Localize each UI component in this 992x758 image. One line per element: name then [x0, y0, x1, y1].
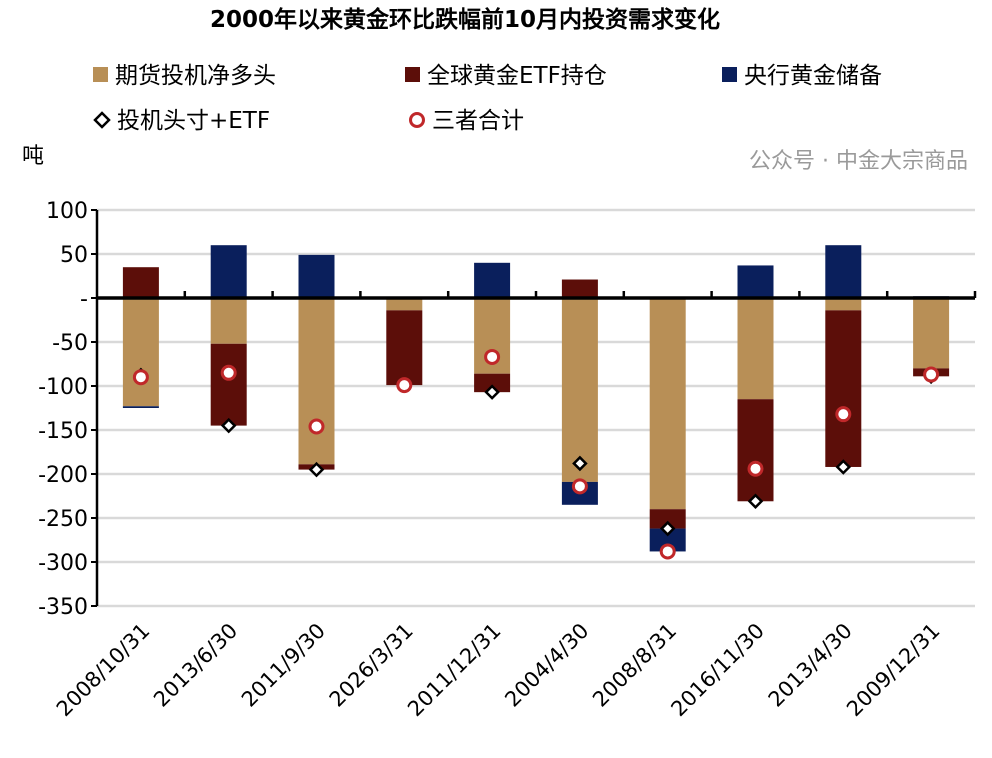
bar-segment — [913, 298, 950, 369]
bar-segment — [386, 310, 423, 386]
bar-segment — [386, 298, 423, 311]
bar-segment — [825, 310, 862, 467]
legend-label: 期货投机净多头 — [115, 63, 276, 89]
y-tick-label: -350 — [38, 595, 88, 620]
circle-marker — [132, 369, 149, 386]
legend-circle-icon — [409, 112, 425, 128]
chart-title: 2000年以来黄金环比跌幅前10月内投资需求变化 — [210, 6, 720, 33]
circle-marker — [835, 406, 852, 423]
x-tick-label: 2016/11/30 — [666, 619, 769, 722]
y-tick-label: 100 — [46, 199, 88, 224]
x-tick-label: 2026/3/31 — [325, 619, 418, 712]
x-tick-label: 2011/12/31 — [403, 619, 506, 722]
legend-swatch — [722, 67, 737, 82]
legend-label: 三者合计 — [432, 108, 524, 134]
diamond-marker — [835, 459, 852, 475]
bar-segment — [210, 343, 247, 426]
x-tick-label: 2009/12/31 — [842, 619, 945, 722]
bar-segment — [561, 279, 598, 298]
x-tick-label: 2013/6/30 — [149, 619, 242, 712]
diamond-marker — [572, 455, 588, 472]
legend-label: 投机头寸+ETF — [117, 108, 270, 134]
legend-swatch — [93, 67, 108, 82]
bar-segment — [649, 509, 686, 529]
y-tick-label: -300 — [38, 551, 88, 576]
circle-marker — [220, 364, 237, 381]
x-tick-labels: 2008/10/312013/6/302011/9/302026/3/31201… — [52, 619, 945, 722]
y-axis-label: 吨 — [22, 144, 44, 169]
axes: 100 50 - -50 -100 -150 -200 -250 -300 -350 — [38, 199, 977, 620]
diamond-marker — [484, 384, 500, 400]
x-tick-label: 2008/10/31 — [52, 619, 155, 722]
legend-label: 央行黄金储备 — [744, 63, 882, 89]
bar-segment — [825, 245, 862, 298]
bar-segment — [825, 298, 862, 311]
diamond-marker — [308, 461, 325, 478]
diamond-marker — [747, 493, 764, 510]
x-tick-label: 2011/9/30 — [237, 619, 330, 712]
bar-segment — [561, 298, 598, 482]
bar-segment — [649, 528, 686, 552]
bar-segment — [122, 298, 159, 407]
bar-segment — [210, 298, 247, 344]
legend-label: 全球黄金ETF持仓 — [427, 63, 607, 89]
x-tick-label: 2013/4/30 — [764, 619, 857, 712]
bar-segment — [737, 399, 774, 502]
bar-segment — [474, 373, 511, 393]
x-tick-label: 2008/8/31 — [588, 619, 681, 712]
y-tick-label: -50 — [52, 331, 88, 356]
circle-marker — [923, 366, 940, 383]
x-tick-label: 2004/4/30 — [500, 619, 593, 712]
circle-marker — [571, 478, 588, 495]
diamond-marker — [220, 417, 237, 434]
bar-segment — [298, 298, 335, 465]
bar-segment — [298, 254, 335, 298]
y-tick-label: -200 — [38, 463, 88, 488]
bar-segment — [474, 262, 511, 298]
circle-marker — [308, 418, 325, 435]
bar-segment — [737, 265, 774, 298]
circle-marker — [659, 543, 676, 560]
legend-diamond-icon — [93, 111, 111, 129]
markers — [132, 348, 940, 560]
bar-segment — [649, 298, 686, 510]
bar-segment — [122, 406, 159, 408]
y-tick-label: -250 — [38, 507, 88, 532]
circle-marker — [396, 377, 413, 394]
circle-marker — [747, 460, 764, 477]
y-tick-label: -150 — [38, 419, 88, 444]
circle-marker — [484, 348, 501, 365]
diamond-marker — [659, 520, 676, 537]
y-tick-label: - — [80, 287, 88, 312]
y-tick-label: -100 — [38, 375, 88, 400]
bar-segment — [737, 298, 774, 400]
bar-segment — [122, 267, 159, 298]
legend-swatch — [405, 67, 420, 82]
bar-segment — [210, 245, 247, 298]
watermark: 公众号 · 中金大宗商品 — [749, 149, 968, 174]
bars — [122, 245, 950, 552]
y-tick-label: 50 — [60, 243, 88, 268]
